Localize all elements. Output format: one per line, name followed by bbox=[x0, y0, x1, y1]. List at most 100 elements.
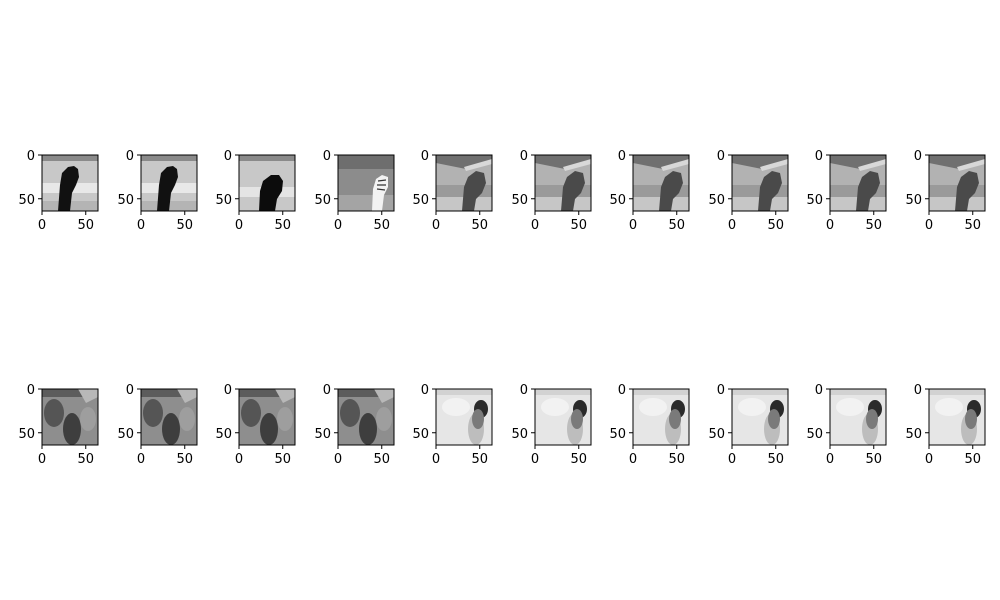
y-tick-label: 0 bbox=[618, 383, 626, 398]
x-tick-label: 50 bbox=[176, 452, 193, 467]
x-tick-label: 50 bbox=[767, 218, 784, 233]
y-tick-label: 50 bbox=[117, 193, 134, 208]
panel-frame bbox=[534, 154, 592, 212]
panel-image bbox=[535, 389, 591, 445]
x-tick-label: 0 bbox=[334, 218, 342, 233]
x-tick-label: 0 bbox=[235, 218, 243, 233]
x-tick-label: 50 bbox=[471, 218, 488, 233]
y-tick-label: 0 bbox=[914, 149, 922, 164]
panel-image bbox=[239, 155, 295, 211]
x-tick-label: 0 bbox=[432, 452, 440, 467]
x-tick-label: 50 bbox=[570, 452, 587, 467]
y-tick-label: 0 bbox=[618, 149, 626, 164]
panel-image bbox=[535, 155, 591, 211]
x-tick-label: 50 bbox=[77, 452, 94, 467]
y-tick-label: 50 bbox=[609, 193, 626, 208]
x-tick-label: 50 bbox=[668, 218, 685, 233]
y-tick-label: 50 bbox=[117, 427, 134, 442]
x-tick-label: 0 bbox=[137, 218, 145, 233]
panel-image bbox=[338, 389, 394, 445]
panel-frame bbox=[435, 388, 493, 446]
x-tick-label: 0 bbox=[531, 452, 539, 467]
x-tick-label: 0 bbox=[531, 218, 539, 233]
x-tick-label: 50 bbox=[471, 452, 488, 467]
y-tick-label: 50 bbox=[18, 193, 35, 208]
panel-image bbox=[929, 389, 985, 445]
panel-image bbox=[436, 155, 492, 211]
y-tick-label: 0 bbox=[421, 149, 429, 164]
x-tick-label: 0 bbox=[826, 452, 834, 467]
panel-image bbox=[929, 155, 985, 211]
panel-frame bbox=[41, 388, 99, 446]
x-tick-label: 50 bbox=[77, 218, 94, 233]
y-tick-label: 0 bbox=[520, 149, 528, 164]
x-tick-label: 50 bbox=[964, 218, 981, 233]
y-tick-label: 50 bbox=[511, 193, 528, 208]
y-tick-label: 0 bbox=[815, 149, 823, 164]
panel-frame bbox=[435, 154, 493, 212]
x-tick-label: 50 bbox=[865, 452, 882, 467]
y-tick-label: 0 bbox=[421, 383, 429, 398]
panel-image bbox=[42, 155, 98, 211]
panel-frame bbox=[337, 388, 395, 446]
x-tick-label: 0 bbox=[432, 218, 440, 233]
panel-frame bbox=[632, 388, 690, 446]
x-tick-label: 0 bbox=[334, 452, 342, 467]
y-tick-label: 50 bbox=[708, 427, 725, 442]
panel-frame bbox=[632, 154, 690, 212]
x-tick-label: 50 bbox=[176, 218, 193, 233]
y-tick-label: 50 bbox=[412, 193, 429, 208]
x-tick-label: 50 bbox=[865, 218, 882, 233]
panel-image bbox=[436, 389, 492, 445]
panel-frame bbox=[928, 154, 986, 212]
y-tick-label: 50 bbox=[215, 427, 232, 442]
x-tick-label: 0 bbox=[38, 452, 46, 467]
panel-image bbox=[732, 155, 788, 211]
y-tick-label: 0 bbox=[27, 149, 35, 164]
panel-frame bbox=[337, 154, 395, 212]
panel-frame bbox=[731, 388, 789, 446]
panel-image bbox=[633, 155, 689, 211]
panel-frame bbox=[928, 388, 986, 446]
y-tick-label: 0 bbox=[224, 149, 232, 164]
y-tick-label: 0 bbox=[126, 149, 134, 164]
y-tick-label: 0 bbox=[126, 383, 134, 398]
panel-image bbox=[337, 154, 395, 212]
y-tick-label: 50 bbox=[609, 427, 626, 442]
panel-frame bbox=[534, 388, 592, 446]
x-tick-label: 0 bbox=[728, 218, 736, 233]
panel-frame bbox=[238, 388, 296, 446]
x-tick-label: 50 bbox=[767, 452, 784, 467]
y-tick-label: 0 bbox=[323, 149, 331, 164]
y-tick-label: 50 bbox=[314, 193, 331, 208]
y-tick-label: 0 bbox=[717, 149, 725, 164]
x-tick-label: 50 bbox=[274, 452, 291, 467]
panel-frame bbox=[829, 154, 887, 212]
panel-frame bbox=[140, 388, 198, 446]
panel-frame bbox=[829, 388, 887, 446]
x-tick-label: 50 bbox=[274, 218, 291, 233]
x-tick-label: 50 bbox=[373, 218, 390, 233]
panel-image bbox=[141, 155, 197, 211]
y-tick-label: 50 bbox=[511, 427, 528, 442]
y-tick-label: 50 bbox=[905, 193, 922, 208]
panel-image bbox=[830, 389, 886, 445]
y-tick-label: 0 bbox=[27, 383, 35, 398]
panel-frame bbox=[140, 154, 198, 212]
